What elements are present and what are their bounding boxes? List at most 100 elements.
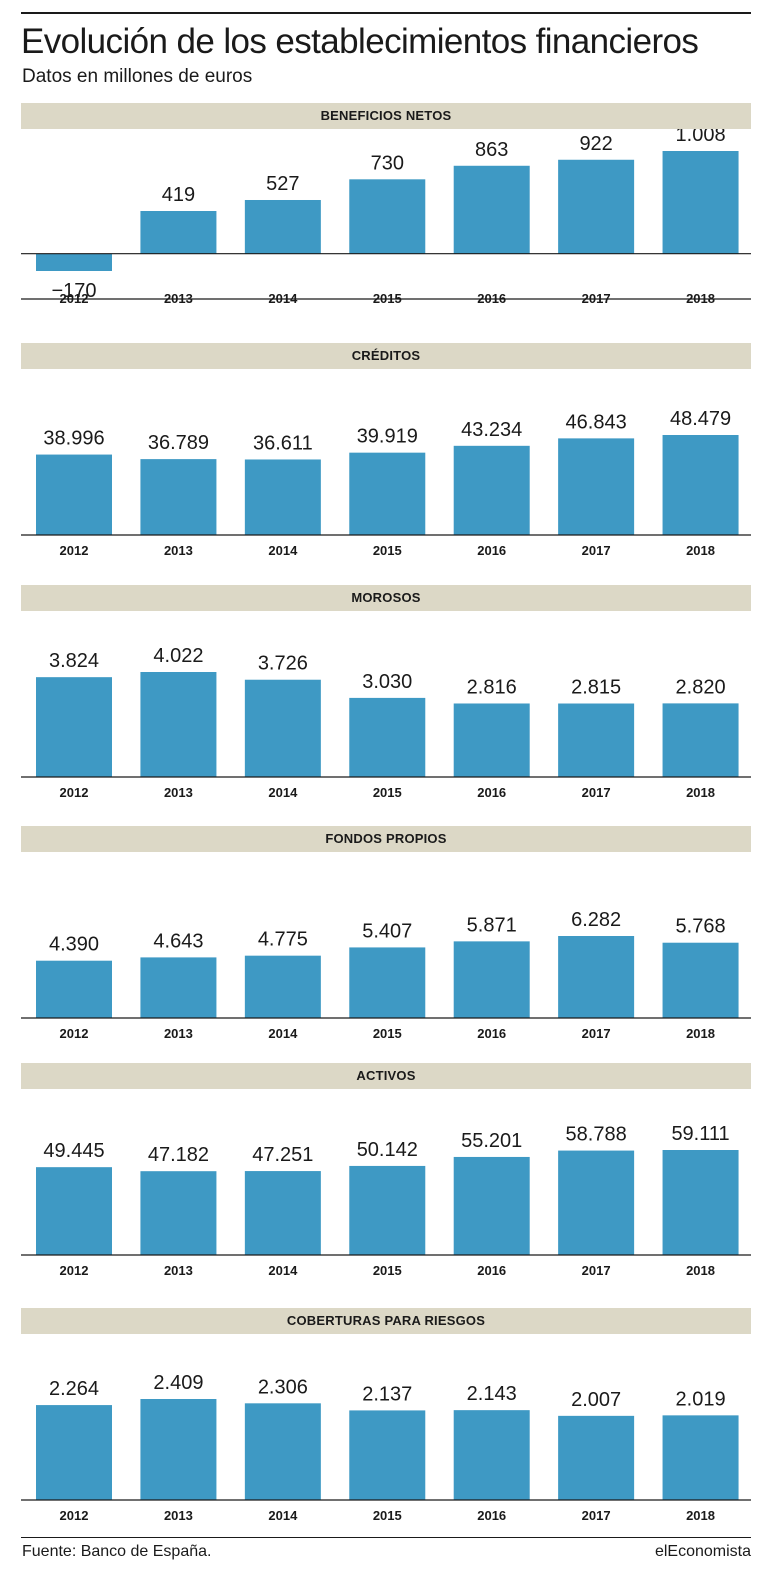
data-label: 2.264 [49, 1378, 99, 1400]
bar-2016 [453, 1156, 530, 1255]
bar-chart-svg: 2.264 2012 2.409 2013 2.306 2014 2.137 2015 2.14… [21, 1372, 751, 1523]
data-label: 2.007 [571, 1389, 621, 1411]
data-label: 2.143 [467, 1383, 517, 1405]
data-label: 4.390 [49, 934, 99, 956]
x-tick-label: 2017 [582, 785, 611, 800]
x-tick-label: 2016 [477, 1508, 506, 1523]
x-tick-label: 2015 [373, 785, 402, 800]
bar-2017 [558, 936, 635, 1018]
x-tick-label: 2013 [164, 543, 193, 558]
data-label: 922 [579, 133, 612, 155]
x-tick-label: 2018 [686, 543, 715, 558]
bar-2015 [349, 697, 426, 777]
bar-2013 [140, 672, 217, 777]
panel-title: ACTIVOS [356, 1068, 416, 1083]
page-subtitle: Datos en millones de euros [22, 66, 253, 87]
bar-chart-svg: 4.390 2012 4.643 2013 4.775 2014 5.407 2015 5.87… [21, 909, 751, 1041]
chart-plot: 2.264 2012 2.409 2013 2.306 2014 2.137 2015 2.14… [21, 1334, 751, 1534]
data-label: 5.407 [362, 920, 412, 942]
x-tick-label: 2016 [477, 1026, 506, 1041]
panel-header-band: MOROSOS [21, 585, 751, 611]
x-tick-label: 2016 [477, 543, 506, 558]
x-tick-label: 2017 [582, 1026, 611, 1041]
bar-2013 [140, 1399, 217, 1500]
bar-2018 [662, 942, 739, 1018]
bar-2015 [349, 179, 426, 254]
bar-2016 [453, 445, 530, 535]
data-label: 6.282 [571, 909, 621, 931]
data-label: 4.643 [153, 930, 203, 952]
x-tick-label: 2018 [686, 1263, 715, 1278]
data-label: 2.409 [153, 1372, 203, 1394]
data-label: 55.201 [461, 1130, 522, 1152]
x-tick-label: 2012 [60, 1263, 89, 1278]
x-tick-label: 2013 [164, 1508, 193, 1523]
x-tick-label: 2013 [164, 785, 193, 800]
bar-2012 [36, 960, 112, 1018]
bar-2018 [662, 1150, 739, 1255]
source-note: Fuente: Banco de España. [22, 1543, 212, 1560]
x-tick-label: 2016 [477, 785, 506, 800]
panel-title: BENEFICIOS NETOS [320, 108, 452, 123]
bar-2016 [453, 1410, 530, 1500]
data-label: 419 [162, 184, 195, 206]
chart-plot: 49.445 2012 47.182 2013 47.251 2014 50.142 2015… [21, 1089, 751, 1289]
x-tick-label: 2018 [686, 785, 715, 800]
data-label: 527 [266, 173, 299, 195]
data-label: 3.824 [49, 650, 99, 672]
bar-2015 [349, 452, 426, 535]
x-tick-label: 2018 [686, 1508, 715, 1523]
panel-header-band: FONDOS PROPIOS [21, 826, 751, 852]
bar-2014 [244, 199, 321, 254]
bar-2016 [453, 165, 530, 254]
bar-2013 [140, 957, 217, 1018]
bar-2012 [36, 454, 112, 535]
x-tick-label: 2017 [582, 1263, 611, 1278]
x-tick-label: 2014 [268, 1026, 298, 1041]
data-label: 36.789 [148, 432, 209, 454]
data-label: 43.234 [461, 419, 522, 441]
panel-header-band: ACTIVOS [21, 1063, 751, 1089]
data-label: 38.996 [43, 428, 104, 450]
bar-2014 [244, 955, 321, 1018]
data-label: 2.019 [676, 1388, 726, 1410]
chart-plot: 38.996 2012 36.789 2013 36.611 2014 39.919 2015… [21, 369, 751, 569]
bar-2014 [244, 1171, 321, 1255]
panel-header-band: COBERTURAS PARA RIESGOS [21, 1308, 751, 1334]
data-label: 59.111 [671, 1123, 729, 1145]
bar-2018 [662, 1415, 739, 1500]
data-label: 3.030 [362, 671, 412, 693]
panel-title: MOROSOS [351, 590, 421, 605]
bar-2012 [36, 253, 112, 271]
bar-2016 [453, 703, 530, 777]
bar-2012 [36, 1405, 112, 1500]
x-tick-label: 2012 [60, 1508, 89, 1523]
data-label: 730 [371, 152, 404, 174]
data-label: 39.919 [357, 426, 418, 448]
bar-2012 [36, 677, 112, 777]
x-tick-label: 2012 [60, 543, 89, 558]
data-label: 4.775 [258, 929, 308, 951]
bar-chart-svg: 3.824 2012 4.022 2013 3.726 2014 3.030 2015 2.81… [21, 645, 751, 800]
bar-2013 [140, 1171, 217, 1255]
data-label: −170 [51, 280, 96, 302]
bar-2015 [349, 1165, 426, 1255]
data-label: 2.306 [258, 1376, 308, 1398]
x-tick-label: 2015 [373, 543, 402, 558]
brand-logo: elEconomista [654, 1543, 751, 1560]
x-tick-label: 2017 [582, 1508, 611, 1523]
data-label: 36.611 [253, 432, 313, 454]
x-tick-label: 2013 [164, 1026, 193, 1041]
bar-2017 [558, 1415, 635, 1500]
page-title: Evolución de los establecimientos financ… [21, 22, 699, 61]
chart-plot: 3.824 2012 4.022 2013 3.726 2014 3.030 2015 2.81… [21, 611, 751, 811]
x-tick-label: 2013 [164, 1263, 193, 1278]
data-label: 2.137 [362, 1383, 412, 1405]
bar-2014 [244, 459, 321, 535]
data-label: 2.815 [571, 677, 621, 699]
data-label: 46.843 [566, 411, 627, 433]
bar-chart-svg: 49.445 2012 47.182 2013 47.251 2014 50.142 2015… [21, 1123, 751, 1278]
x-tick-label: 2014 [268, 1263, 298, 1278]
data-label: 1.008 [676, 129, 726, 146]
data-label: 3.726 [258, 653, 308, 675]
